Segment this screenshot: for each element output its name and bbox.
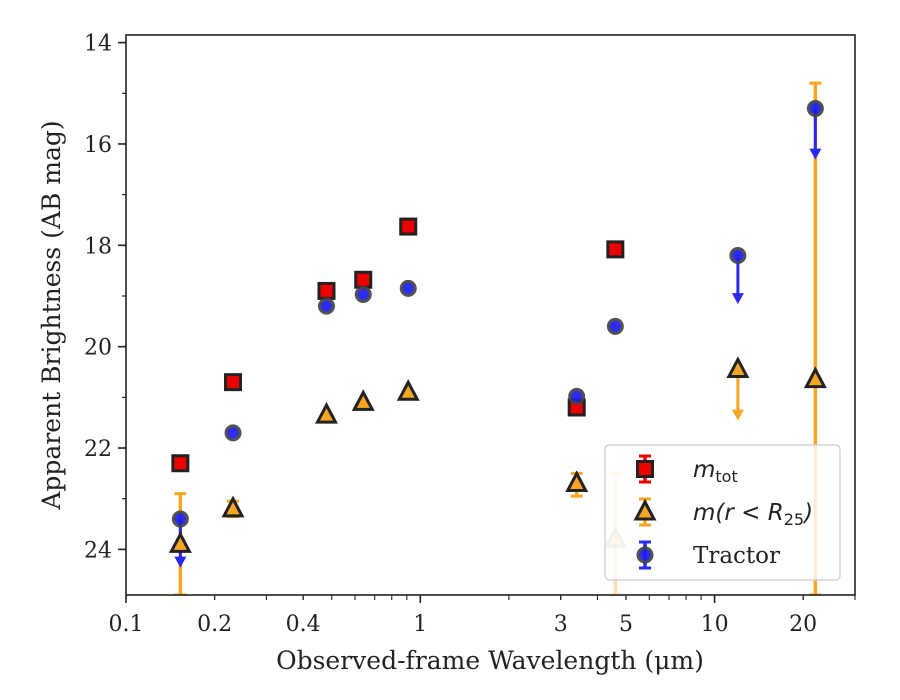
limit-arrow-s2-p8-head [809,148,822,160]
point-circle-s2-p2 [317,297,335,315]
point-triangle-s1-p2 [314,401,338,424]
legend-label-1: m(r < R25) [693,500,813,529]
legend-label-sub-1: 25 [784,510,804,529]
point-circle-s2-p4 [399,279,417,297]
legend-marker-0 [636,460,654,478]
point-triangle-s1-p5 [565,470,589,493]
axes: 14 16 18 20 22 24 0.1 0.2 0.4 1 3 5 10 20 [84,32,856,637]
x-tick-label-6: 10 [701,612,729,637]
legend-label-0: mtot [693,457,738,486]
y-tick-label-4: 22 [84,437,112,462]
y-tick-label-3: 20 [84,336,112,361]
x-tick-label-3: 1 [413,612,427,637]
legend-label-main-2: Tractor [693,543,780,569]
point-circle-s2-p5 [568,387,586,405]
x-tick-label-7: 20 [789,612,817,637]
point-circle-s2-p7 [729,246,747,264]
point-circle-s2-p0 [171,510,189,528]
x-axis-title: Observed-frame Wavelength (μm) [276,646,704,675]
legend-marker-2 [636,546,654,564]
y-tick-label-5: 24 [84,538,112,563]
axes-frame [125,34,856,596]
x-tick-label-0: 0.1 [109,612,144,637]
point-circle-s2-p1 [224,424,242,442]
legend-box [604,444,841,581]
x-tick-label-5: 5 [619,612,633,637]
point-triangle-s1-p8 [803,366,827,389]
legend-label-main-0: m [693,457,715,483]
legend-marker-1 [633,498,657,521]
point-triangle-s1-p0 [168,531,192,553]
legend-label-tail-1: ) [802,500,813,526]
limit-arrow-s2-p7-head [731,293,744,305]
legend-label-sub-0: tot [715,467,737,486]
y-tick-label-2: 18 [84,234,112,259]
limit-arrow-s2-p0-head [174,556,187,568]
point-circle-s2-p6 [606,317,624,335]
point-square-s0-p1 [224,373,243,392]
point-triangle-s1-p1 [221,495,245,518]
point-triangle-s1-p7 [726,356,750,378]
legend-label-2: Tractor [693,543,780,569]
point-square-s0-p2 [317,281,336,300]
point-circle-s2-p3 [354,285,372,303]
legend-label-main-1: m(r < R [693,500,784,526]
point-square-s0-p6 [606,240,625,259]
point-square-s0-p4 [399,217,418,236]
point-square-s0-p0 [171,454,190,473]
point-triangle-s1-p3 [351,389,375,411]
x-tick-label-1: 0.2 [197,612,232,637]
point-circle-s2-p8 [806,99,824,117]
point-square-s0-p3 [354,270,373,289]
legend: mtot m(r < R25) Tractor [604,444,841,581]
y-tick-label-0: 14 [84,32,112,57]
point-triangle-s1-p4 [396,379,420,401]
y-axis-title: Apparent Brightness (AB mag) [37,120,66,510]
x-tick-label-2: 0.4 [286,612,321,637]
limit-arrow-s1-p7-head [731,409,744,421]
y-tick-label-1: 16 [84,133,112,158]
x-tick-label-4: 3 [554,612,568,637]
